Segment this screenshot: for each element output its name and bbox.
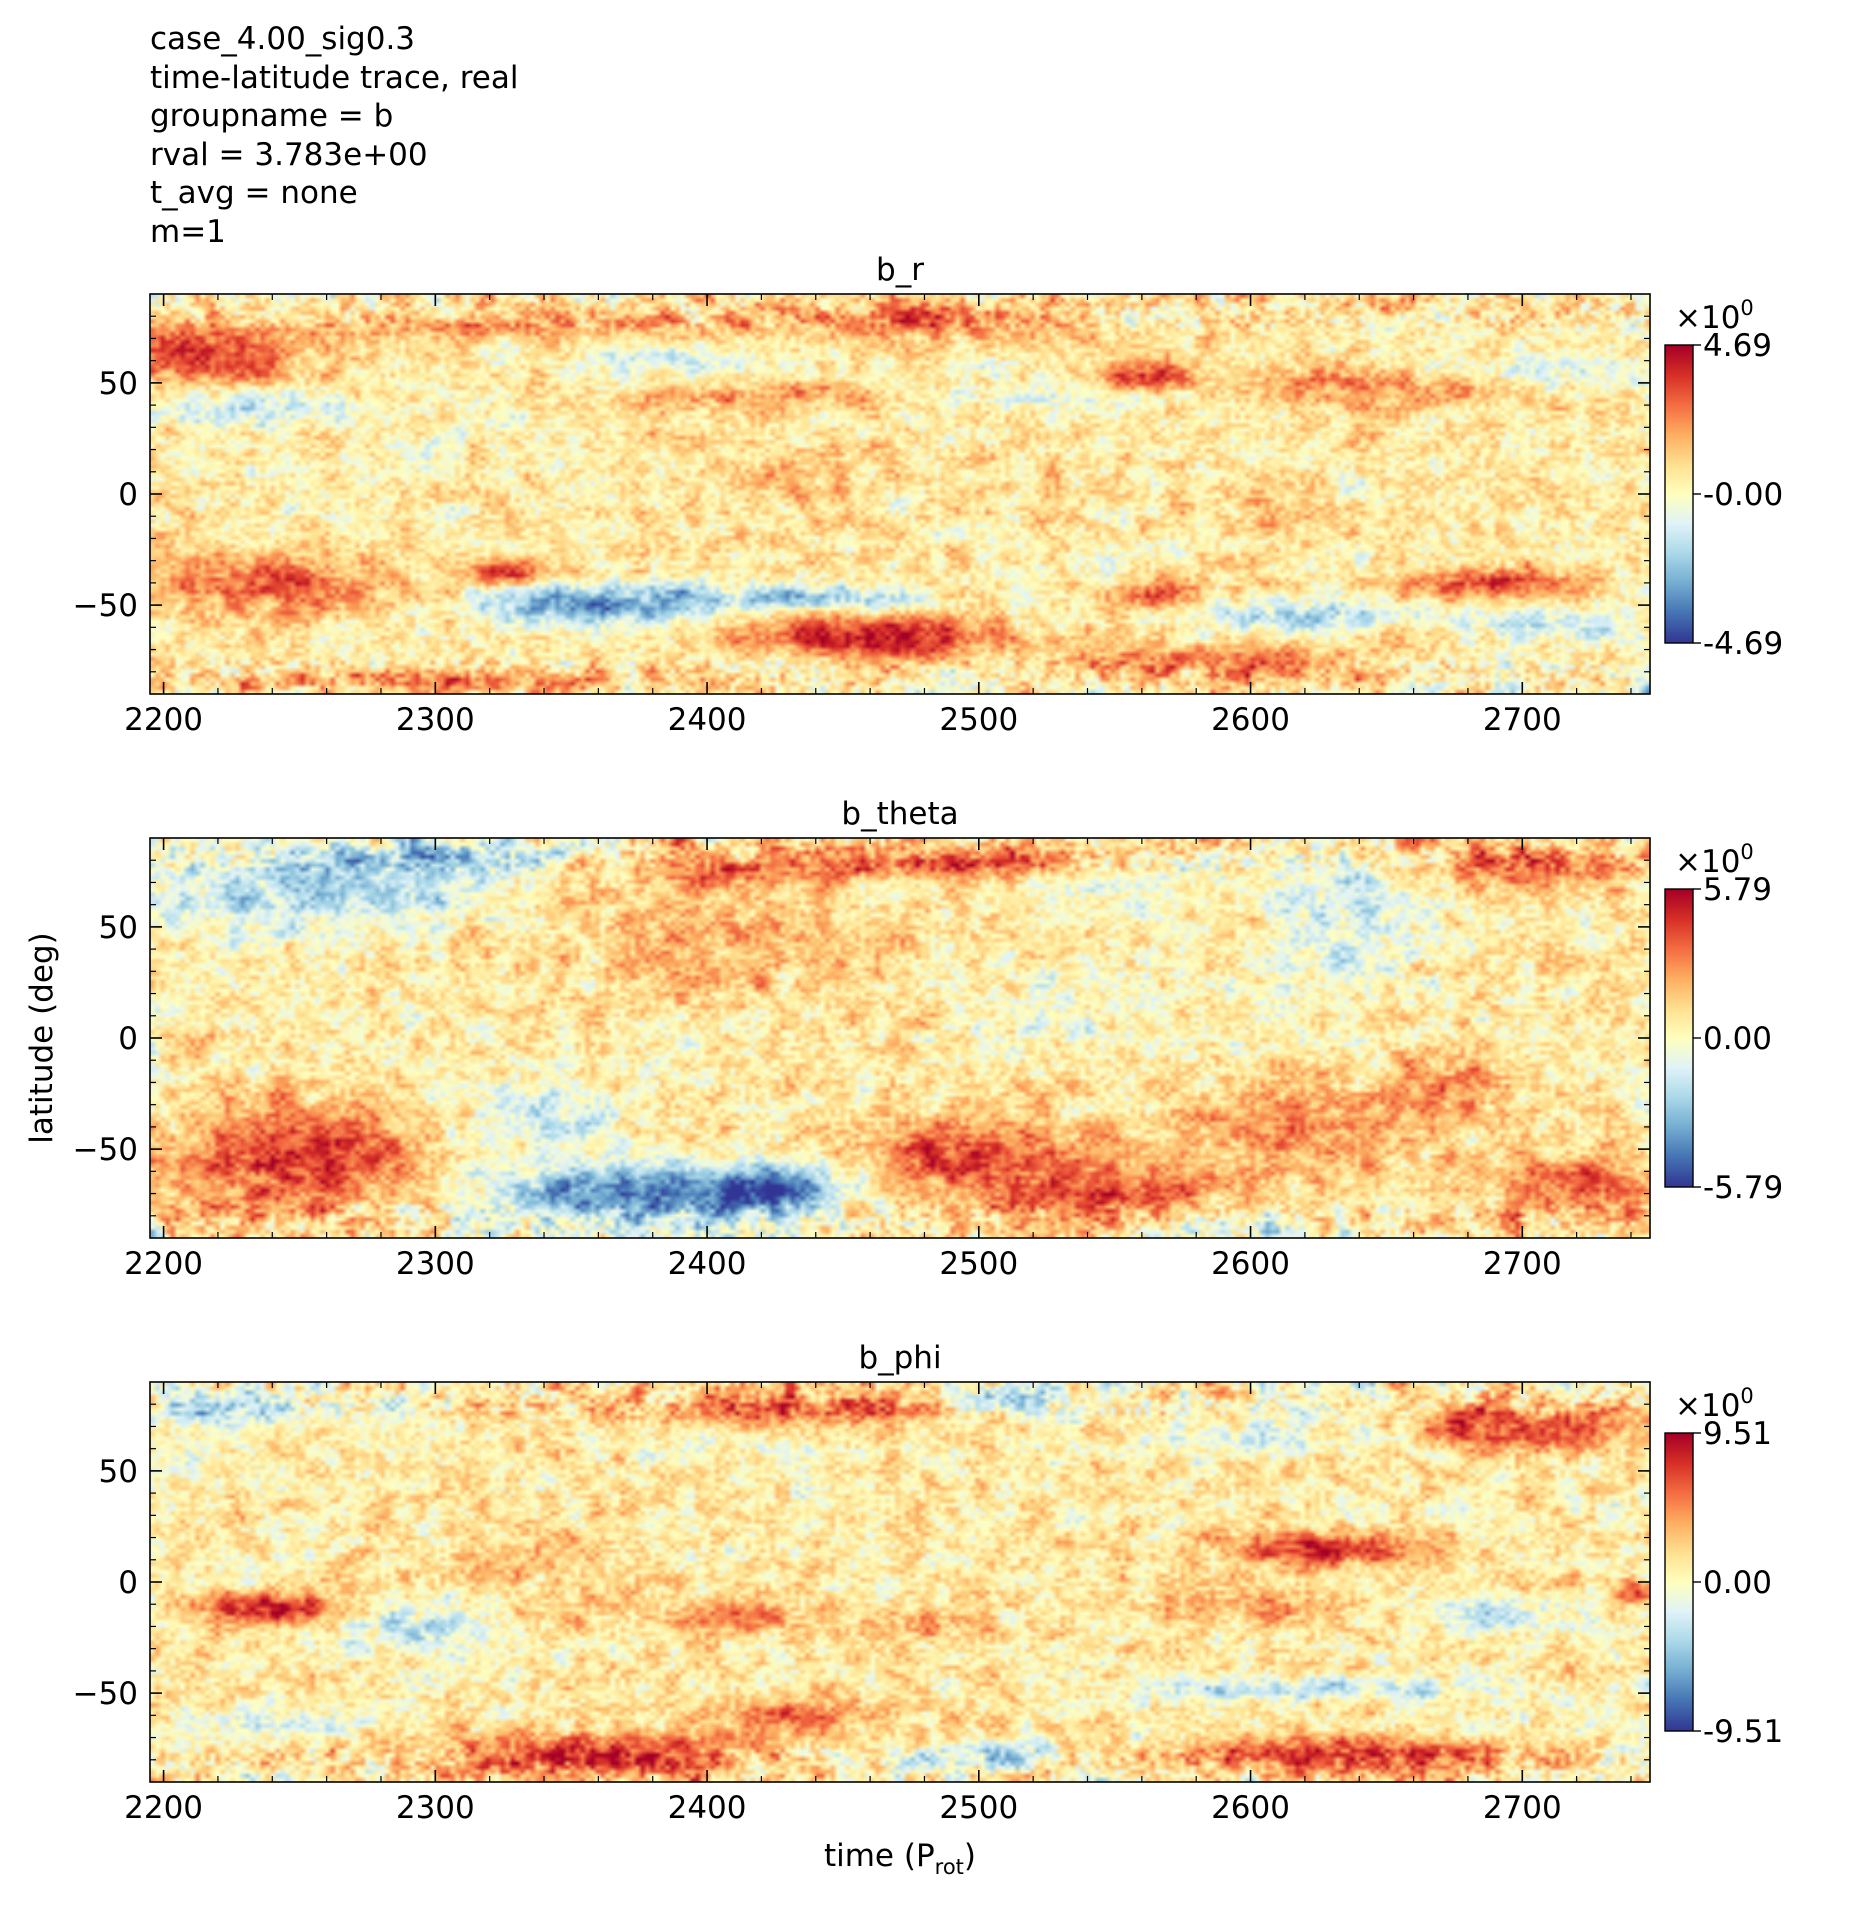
- panel-b-theta: b_theta 2200 2300 2400 2500 2600 2700 50 0 −50 lat…: [24, 796, 1783, 1282]
- colorbar-tick-label: 4.69: [1703, 328, 1772, 364]
- x-tick-label: 2600: [1211, 702, 1290, 738]
- x-tick-label: 2300: [396, 1790, 475, 1826]
- colorbar: 4.69 -0.00 -4.69 ×100: [1664, 296, 1783, 662]
- x-tick-label: 2700: [1483, 1790, 1562, 1826]
- colorbar-gradient: [1665, 889, 1693, 1187]
- x-tick-label: 2500: [939, 702, 1018, 738]
- colorbar-tick-label: -4.69: [1703, 626, 1783, 662]
- panel-title: b_r: [876, 252, 924, 288]
- colorbar: 9.51 0.00 -9.51 ×100: [1664, 1384, 1783, 1750]
- y-axis-label: latitude (deg): [24, 932, 60, 1143]
- y-tick-label: −50: [73, 588, 138, 624]
- panel-b-r: b_r 2200 2300 2400 2500 2600 2700 50 0 −50 4.69 -0.…: [73, 252, 1784, 738]
- panel-title: b_theta: [841, 796, 958, 832]
- header-groupname: groupname = b: [150, 98, 394, 134]
- y-tick-label: 50: [99, 366, 138, 402]
- y-tick-label: 50: [99, 1454, 138, 1490]
- y-tick-label: −50: [73, 1132, 138, 1168]
- x-tick-label: 2400: [668, 702, 747, 738]
- colorbar-multiplier: ×100: [1675, 840, 1754, 880]
- y-tick-label: 50: [99, 910, 138, 946]
- colorbar: 5.79 0.00 -5.79 ×100: [1664, 840, 1783, 1206]
- heatmap-field: [150, 1382, 1650, 1782]
- y-tick-label: 0: [118, 1021, 138, 1057]
- colorbar-multiplier: ×100: [1675, 296, 1754, 336]
- colorbar-tick-label: 9.51: [1703, 1416, 1772, 1452]
- header-rval: rval = 3.783e+00: [150, 136, 428, 173]
- header-t-avg: t_avg = none: [150, 175, 358, 211]
- panel-b-phi: b_phi 2200 2300 2400 2500 2600 2700 50 0 −50 time …: [73, 1340, 1784, 1879]
- y-tick-label: 0: [118, 477, 138, 513]
- x-tick-label: 2400: [668, 1790, 747, 1826]
- x-tick-label: 2300: [396, 1246, 475, 1282]
- x-tick-label: 2400: [668, 1246, 747, 1282]
- x-tick-label: 2200: [124, 1246, 203, 1282]
- header-trace-type: time-latitude trace, real: [150, 59, 519, 96]
- y-tick-label: −50: [73, 1676, 138, 1712]
- x-tick-label: 2700: [1483, 1246, 1562, 1282]
- x-tick-label: 2600: [1211, 1790, 1290, 1826]
- colorbar-tick-label: -0.00: [1703, 477, 1783, 513]
- x-axis-label: time (Prot): [824, 1838, 976, 1879]
- panel-title: b_phi: [858, 1340, 941, 1376]
- x-tick-label: 2200: [124, 702, 203, 738]
- header-m: m=1: [150, 213, 226, 250]
- colorbar-tick-label: -5.79: [1703, 1170, 1783, 1206]
- colorbar-tick-label: 0.00: [1703, 1565, 1772, 1601]
- heatmap-field: [150, 294, 1650, 694]
- x-tick-label: 2700: [1483, 702, 1562, 738]
- colorbar-multiplier: ×100: [1675, 1384, 1754, 1424]
- x-tick-label: 2300: [396, 702, 475, 738]
- x-tick-label: 2600: [1211, 1246, 1290, 1282]
- colorbar-gradient: [1665, 1433, 1693, 1731]
- x-tick-label: 2200: [124, 1790, 203, 1826]
- x-tick-label: 2500: [939, 1790, 1018, 1826]
- figure-header: case_4.00_sig0.3 time-latitude trace, re…: [150, 20, 518, 251]
- colorbar-tick-label: 0.00: [1703, 1021, 1772, 1057]
- y-tick-label: 0: [118, 1565, 138, 1601]
- heatmap-field: [150, 838, 1650, 1238]
- colorbar-tick-label: 5.79: [1703, 872, 1772, 908]
- colorbar-tick-label: -9.51: [1703, 1714, 1783, 1750]
- header-case: case_4.00_sig0.3: [150, 21, 416, 57]
- colorbar-gradient: [1665, 345, 1693, 643]
- x-tick-label: 2500: [939, 1246, 1018, 1282]
